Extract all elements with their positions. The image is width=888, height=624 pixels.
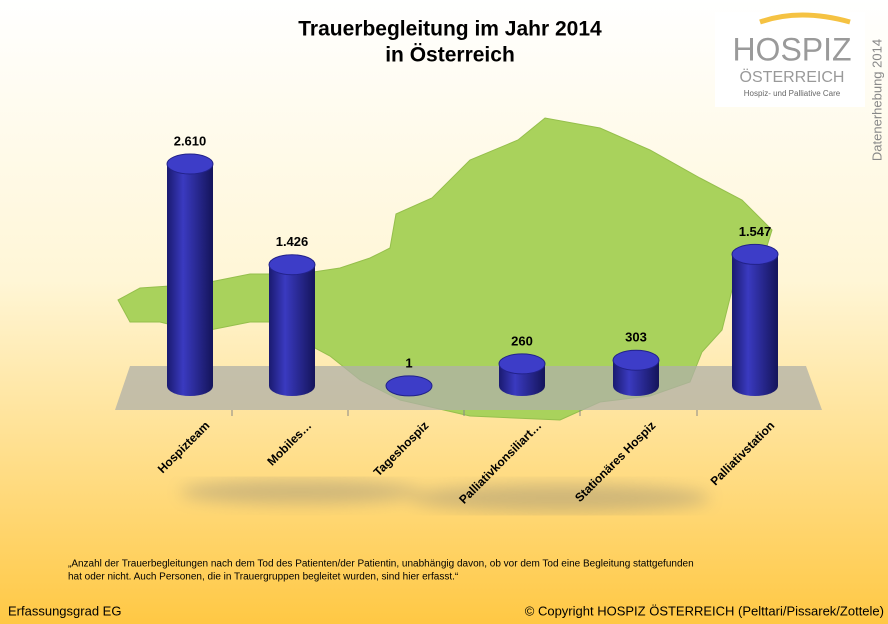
value-label: 1 bbox=[405, 355, 412, 370]
value-label: 2.610 bbox=[174, 133, 207, 148]
bar-top bbox=[498, 353, 546, 375]
logo-arc bbox=[759, 12, 851, 25]
bar bbox=[167, 164, 213, 396]
floor-ticks bbox=[231, 410, 698, 416]
bar bbox=[732, 254, 778, 396]
footer-right: © Copyright HOSPIZ ÖSTERREICH (Pelttari/… bbox=[525, 603, 884, 618]
footnote: hat oder nicht. Auch Personen, die in Tr… bbox=[68, 572, 458, 583]
value-label: 303 bbox=[625, 330, 647, 345]
chart-title: in Österreich bbox=[385, 44, 515, 67]
value-label: 1.426 bbox=[276, 234, 309, 249]
bar-top bbox=[166, 153, 214, 175]
logo-name: HOSPIZ bbox=[732, 31, 851, 67]
bar-top bbox=[612, 349, 660, 371]
logo-tagline: Hospiz- und Palliative Care bbox=[744, 89, 841, 98]
logo-country: ÖSTERREICH bbox=[740, 68, 845, 86]
bar-top bbox=[731, 243, 779, 265]
chart-title: Trauerbegleitung im Jahr 2014 bbox=[298, 18, 602, 41]
footer-left: Erfassungsgrad EG bbox=[8, 603, 121, 618]
map-shadow bbox=[180, 480, 710, 512]
side-note: Datenerhebung 2014 bbox=[869, 39, 884, 161]
bar bbox=[269, 264, 315, 396]
floor bbox=[115, 366, 822, 410]
logo-box bbox=[715, 12, 865, 107]
value-label: 1.547 bbox=[739, 224, 772, 239]
bar-top bbox=[268, 254, 316, 276]
bar-top bbox=[385, 375, 433, 397]
value-label: 260 bbox=[511, 333, 533, 348]
footnote: „Anzahl der Trauerbegleitungen nach dem … bbox=[68, 559, 694, 570]
